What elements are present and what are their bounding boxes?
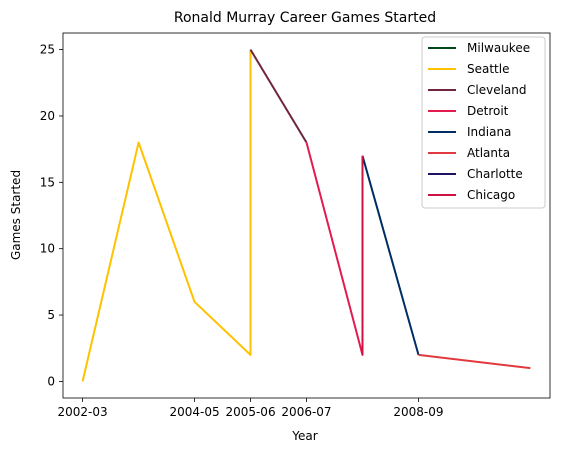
x-tick-label: 2002-03	[58, 405, 108, 419]
y-tick-label: 25	[40, 43, 55, 57]
x-tick-label: 2005-06	[225, 405, 275, 419]
x-tick-label: 2004-05	[169, 405, 219, 419]
x-axis-label: Year	[291, 429, 317, 443]
legend-label-milwaukee: Milwaukee	[467, 41, 530, 55]
chart-title: Ronald Murray Career Games Started	[174, 10, 436, 26]
series-line-seattle	[81, 49, 252, 382]
y-axis: 0 5 10 15 20 25	[40, 43, 63, 388]
legend-label-cleveland: Cleveland	[467, 83, 527, 97]
y-axis-label: Games Started	[9, 170, 23, 260]
legend: Milwaukee Seattle Cleveland Detroit Indiana A…	[421, 36, 546, 209]
legend-label-chicago: Chicago	[467, 188, 515, 202]
y-tick-label: 15	[40, 175, 55, 189]
legend-label-atlanta: Atlanta	[467, 146, 510, 160]
series-line-detroit	[305, 142, 364, 356]
series-line-atlanta	[418, 353, 531, 370]
series-line-indiana	[361, 155, 420, 356]
legend-frame	[421, 36, 546, 209]
legend-label-detroit: Detroit	[467, 104, 509, 118]
x-axis: 2002-03 2004-05 2005-06 2006-07 2008-09	[58, 398, 444, 419]
y-tick-label: 0	[47, 374, 55, 388]
series-layer	[81, 49, 531, 382]
legend-label-charlotte: Charlotte	[467, 167, 523, 181]
x-tick-label: 2006-07	[281, 405, 331, 419]
legend-label-seattle: Seattle	[467, 62, 509, 76]
y-tick-label: 20	[40, 109, 55, 123]
series-line-cleveland	[249, 49, 308, 144]
y-tick-label: 10	[40, 242, 55, 256]
y-tick-label: 5	[47, 308, 55, 322]
x-tick-label: 2008-09	[393, 405, 443, 419]
legend-label-indiana: Indiana	[467, 125, 511, 139]
